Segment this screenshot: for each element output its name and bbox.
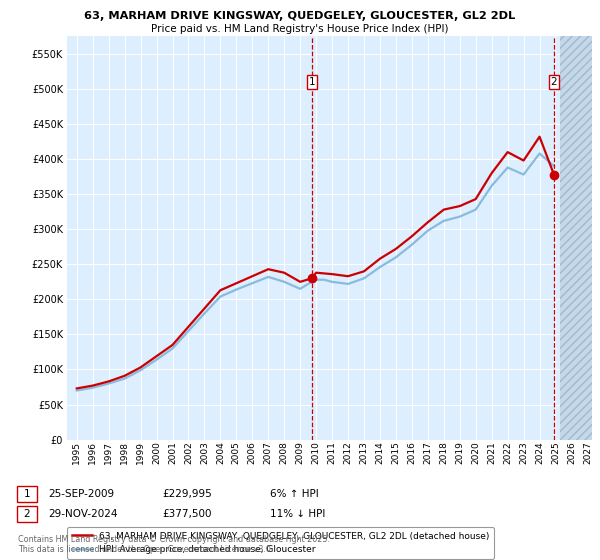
Text: 2: 2 <box>551 77 557 87</box>
Text: 1: 1 <box>23 489 31 499</box>
Text: 6% ↑ HPI: 6% ↑ HPI <box>270 489 319 499</box>
Text: 63, MARHAM DRIVE KINGSWAY, QUEDGELEY, GLOUCESTER, GL2 2DL: 63, MARHAM DRIVE KINGSWAY, QUEDGELEY, GL… <box>85 11 515 21</box>
Text: Price paid vs. HM Land Registry's House Price Index (HPI): Price paid vs. HM Land Registry's House … <box>151 24 449 34</box>
Text: 29-NOV-2024: 29-NOV-2024 <box>48 509 118 519</box>
Text: Contains HM Land Registry data © Crown copyright and database right 2025.
This d: Contains HM Land Registry data © Crown c… <box>18 535 330 554</box>
Text: £377,500: £377,500 <box>162 509 212 519</box>
Legend: 63, MARHAM DRIVE KINGSWAY, QUEDGELEY, GLOUCESTER, GL2 2DL (detached house), HPI:: 63, MARHAM DRIVE KINGSWAY, QUEDGELEY, GL… <box>67 527 494 558</box>
Text: £229,995: £229,995 <box>162 489 212 499</box>
Text: 25-SEP-2009: 25-SEP-2009 <box>48 489 114 499</box>
Bar <box>560 36 592 440</box>
Text: 1: 1 <box>308 77 315 87</box>
Text: 11% ↓ HPI: 11% ↓ HPI <box>270 509 325 519</box>
Text: 2: 2 <box>23 509 31 519</box>
